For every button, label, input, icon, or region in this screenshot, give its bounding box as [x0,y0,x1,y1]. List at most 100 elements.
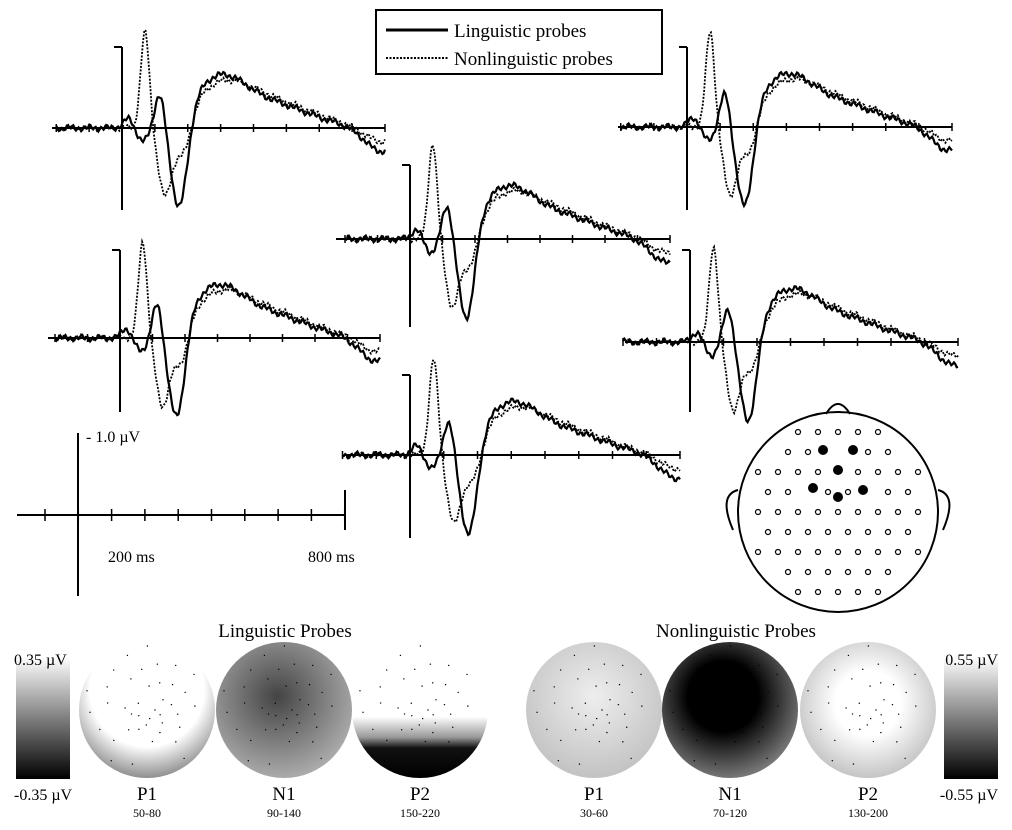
map-label: P2 [858,784,878,805]
sensor [744,722,746,724]
sensor [432,714,434,716]
electrode [814,548,822,556]
electrode [814,468,822,476]
legend-entry: Linguistic probes [454,21,586,42]
sensor [359,690,361,692]
sensor [403,678,405,680]
map-label: P2 [410,784,430,805]
electrode [774,508,782,516]
sensor [609,699,611,701]
electrode [864,448,872,456]
sensor [448,741,450,743]
sensor [869,717,872,720]
sensor [672,711,674,714]
sensor [777,705,779,707]
electrode-map [725,403,951,613]
sensor [852,763,855,765]
sensor [720,702,723,704]
map-range: 90-140 [267,806,301,820]
sensor [171,683,174,686]
topomap [526,642,662,778]
sensor [288,740,291,743]
map-range: 70-120 [713,806,747,820]
electrode [854,588,862,596]
sensor [606,714,608,716]
waveform [622,244,959,416]
sensor [689,702,692,704]
sensor [130,678,132,680]
sensor [299,699,301,701]
sensor [414,668,416,671]
sensor [742,682,744,684]
sensor [758,664,760,667]
sensor [631,691,633,694]
sensor [130,713,133,715]
sensor [640,673,642,676]
sensor [606,682,608,684]
sensor [421,717,424,720]
sensor [880,682,882,684]
sensor [872,740,875,743]
map-range: 130-200 [848,806,888,820]
electrode [804,528,812,536]
sensor [285,717,288,720]
sensor [714,763,717,765]
sensor [466,673,468,676]
sensor [820,728,822,731]
sensor [696,669,698,671]
electrode [824,528,832,536]
sensor [862,668,864,671]
sensor [170,703,173,706]
electrode [858,485,868,495]
sensor [571,707,573,709]
sensor [914,673,916,676]
sensor [148,717,151,720]
electrode [874,468,882,476]
sensor [553,686,555,688]
sensor [896,664,898,667]
sensor [320,757,322,760]
sensor [807,690,809,692]
electrode [814,428,822,436]
sensor [560,669,562,671]
sensor [99,728,101,731]
sensor [546,728,548,731]
sensor [737,709,739,711]
sensor [362,711,364,714]
sensor [762,726,764,728]
topomap [800,642,936,778]
sensor [859,728,861,731]
electrode [894,508,902,516]
amplitude-label: - 1.0 µV [86,429,141,446]
electrode [884,568,892,576]
electrode [808,483,818,493]
sensor [457,691,459,694]
map-range: 50-80 [133,806,161,820]
sensor [443,703,446,706]
waveform [342,397,681,537]
sensor [432,682,434,684]
sensor [867,645,870,647]
sensor [595,685,597,687]
sensor [915,705,917,707]
sensor [904,757,906,760]
sensor [560,739,562,742]
sensor [312,741,314,743]
topomap [79,642,215,778]
sensor [432,731,434,734]
sensor [682,728,684,731]
sensor [403,713,406,715]
sensor [314,713,316,715]
electrode [804,568,812,576]
sensor [450,713,452,715]
sensor [175,741,177,743]
sensor [194,705,196,707]
electrode [904,488,912,496]
sensor [183,757,185,760]
topomap [216,642,352,778]
sensor [386,669,388,671]
sensor [754,683,757,686]
sensor [617,703,620,706]
topomap [662,642,798,778]
sensor [618,683,621,686]
